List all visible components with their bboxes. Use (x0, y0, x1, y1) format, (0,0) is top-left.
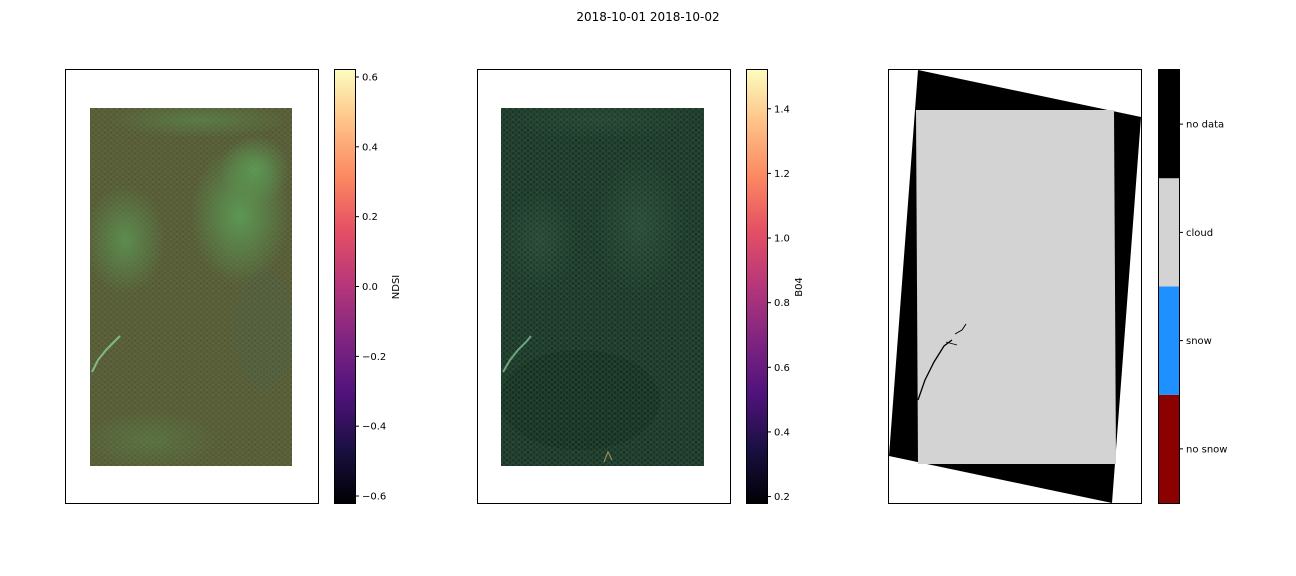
ndsi-colorbar (334, 69, 356, 504)
colorbar-tick-label: 0.4 (362, 142, 378, 153)
b04-colorbar (746, 69, 768, 504)
class-colorbar-label: no data (1186, 120, 1224, 131)
colorbar-tick-label: 0.6 (362, 72, 378, 83)
ndsi-image (90, 108, 292, 466)
colorbar-tick-label: −0.6 (362, 492, 386, 503)
class-colorbar-segment (1159, 286, 1179, 395)
colorbar-tick-label: 1.0 (774, 234, 790, 245)
colorbar-tick-label: 0.4 (774, 427, 790, 438)
colorbar-tick-label: 0.2 (362, 212, 378, 223)
no-data-streak (917, 339, 953, 401)
class-colorbar-label: cloud (1186, 228, 1213, 239)
class-colorbar-label: no snow (1186, 444, 1227, 455)
class-colorbar-segment (1159, 70, 1179, 179)
snow-class-panel: no snow snow cloud no data (888, 69, 1227, 504)
class-colorbar-label: snow (1186, 336, 1212, 347)
colorbar-tick-label: −0.4 (362, 422, 386, 433)
class-colorbar (1159, 70, 1179, 503)
colorbar-tick-label: 0.8 (774, 298, 790, 309)
colorbar-tick-label: 1.2 (774, 169, 790, 180)
class-colorbar-segment (1159, 394, 1179, 503)
ndsi-colorbar-label: NDSI (391, 275, 402, 299)
b04-image (501, 108, 704, 466)
b04-panel: 0.2 0.4 0.6 0.8 1.0 1.2 1.4 B04 (477, 69, 805, 504)
cloud-region (916, 110, 1116, 464)
b04-colorbar-label: B04 (794, 277, 805, 297)
class-colorbar-segment (1159, 178, 1179, 287)
colorbar-tick-label: 0.6 (774, 363, 790, 374)
ndsi-panel: −0.6 −0.4 −0.2 0.0 0.2 0.4 0.6 NDSI (65, 69, 402, 504)
figure-title: 2018-10-01 2018-10-02 (576, 10, 720, 24)
colorbar-tick-label: 0.0 (362, 282, 378, 293)
colorbar-tick-label: −0.2 (362, 352, 386, 363)
colorbar-tick-label: 0.2 (774, 492, 790, 503)
colorbar-tick-label: 1.4 (774, 104, 790, 115)
